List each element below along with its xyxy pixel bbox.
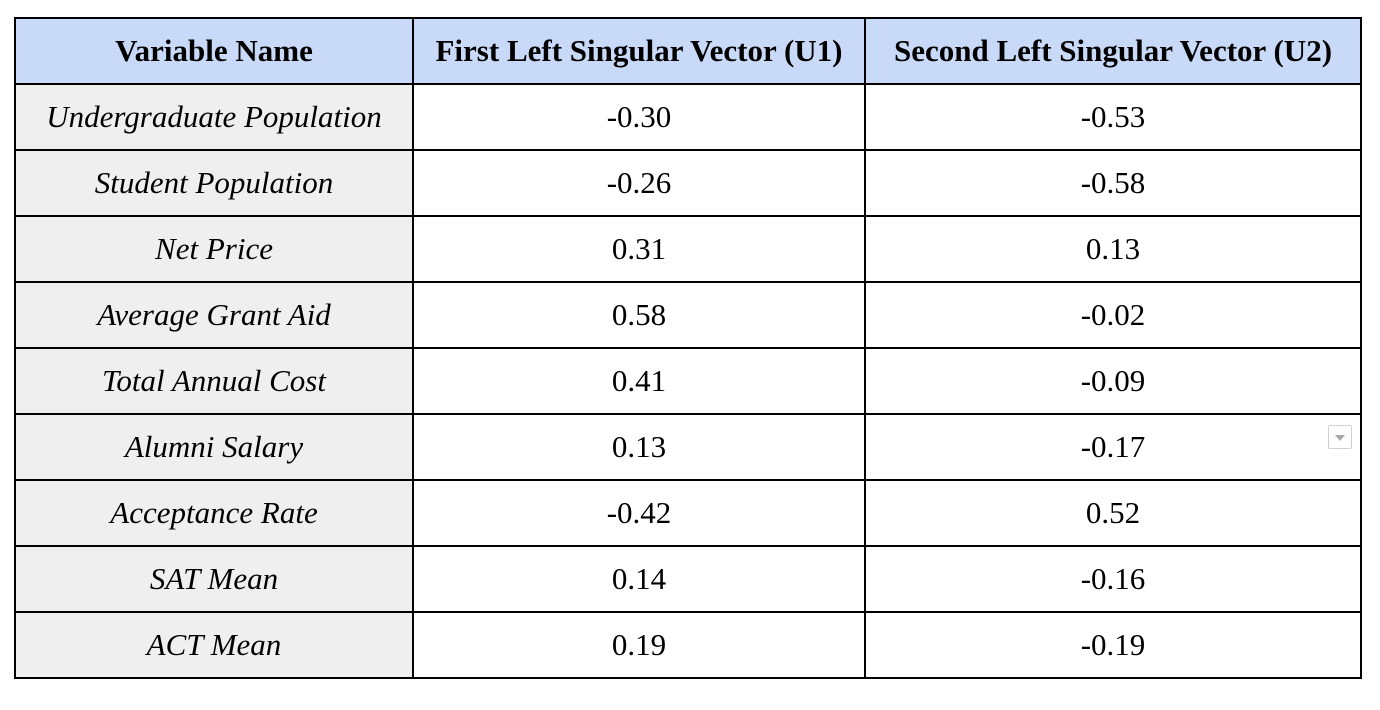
u2-value-cell[interactable]: 0.52: [864, 479, 1362, 547]
variable-name-cell[interactable]: ACT Mean: [14, 611, 414, 679]
u1-value-cell[interactable]: 0.41: [412, 347, 866, 415]
variable-name-cell[interactable]: Acceptance Rate: [14, 479, 414, 547]
header-variable-name[interactable]: Variable Name: [14, 17, 414, 85]
header-u1[interactable]: First Left Singular Vector (U1): [412, 17, 866, 85]
u2-value-cell[interactable]: 0.13: [864, 215, 1362, 283]
u2-value-cell[interactable]: -0.58: [864, 149, 1362, 217]
table-row: Acceptance Rate -0.42 0.52: [14, 479, 1362, 547]
table-row: Net Price 0.31 0.13: [14, 215, 1362, 283]
u2-value-cell[interactable]: -0.02: [864, 281, 1362, 349]
variable-name-cell[interactable]: Undergraduate Population: [14, 83, 414, 151]
table-row: Average Grant Aid 0.58 -0.02: [14, 281, 1362, 349]
table-row: Total Annual Cost 0.41 -0.09: [14, 347, 1362, 415]
u1-value-cell[interactable]: 0.31: [412, 215, 866, 283]
u2-value-cell[interactable]: -0.53: [864, 83, 1362, 151]
table-row: Undergraduate Population -0.30 -0.53: [14, 83, 1362, 151]
header-u2[interactable]: Second Left Singular Vector (U2): [864, 17, 1362, 85]
chevron-down-icon[interactable]: [1328, 425, 1352, 449]
u2-value-cell[interactable]: -0.09: [864, 347, 1362, 415]
table-row: Alumni Salary 0.13 -0.17: [14, 413, 1362, 481]
singular-vector-table: Variable Name First Left Singular Vector…: [14, 17, 1362, 679]
u1-value-cell[interactable]: 0.19: [412, 611, 866, 679]
u2-value-cell[interactable]: -0.17: [864, 413, 1362, 481]
variable-name-cell[interactable]: Total Annual Cost: [14, 347, 414, 415]
variable-name-cell[interactable]: Alumni Salary: [14, 413, 414, 481]
table-row: SAT Mean 0.14 -0.16: [14, 545, 1362, 613]
variable-name-cell[interactable]: Net Price: [14, 215, 414, 283]
table-row: Student Population -0.26 -0.58: [14, 149, 1362, 217]
variable-name-cell[interactable]: Student Population: [14, 149, 414, 217]
variable-name-cell[interactable]: SAT Mean: [14, 545, 414, 613]
u1-value-cell[interactable]: 0.14: [412, 545, 866, 613]
header-row: Variable Name First Left Singular Vector…: [14, 17, 1362, 85]
variable-name-cell[interactable]: Average Grant Aid: [14, 281, 414, 349]
u1-value-cell[interactable]: -0.42: [412, 479, 866, 547]
u1-value-cell[interactable]: 0.58: [412, 281, 866, 349]
u1-value-cell[interactable]: 0.13: [412, 413, 866, 481]
u1-value-cell[interactable]: -0.26: [412, 149, 866, 217]
data-table-container: Variable Name First Left Singular Vector…: [14, 17, 1362, 679]
u1-value-cell[interactable]: -0.30: [412, 83, 866, 151]
u2-value-cell[interactable]: -0.19: [864, 611, 1362, 679]
table-row: ACT Mean 0.19 -0.19: [14, 611, 1362, 679]
u2-value-cell[interactable]: -0.16: [864, 545, 1362, 613]
